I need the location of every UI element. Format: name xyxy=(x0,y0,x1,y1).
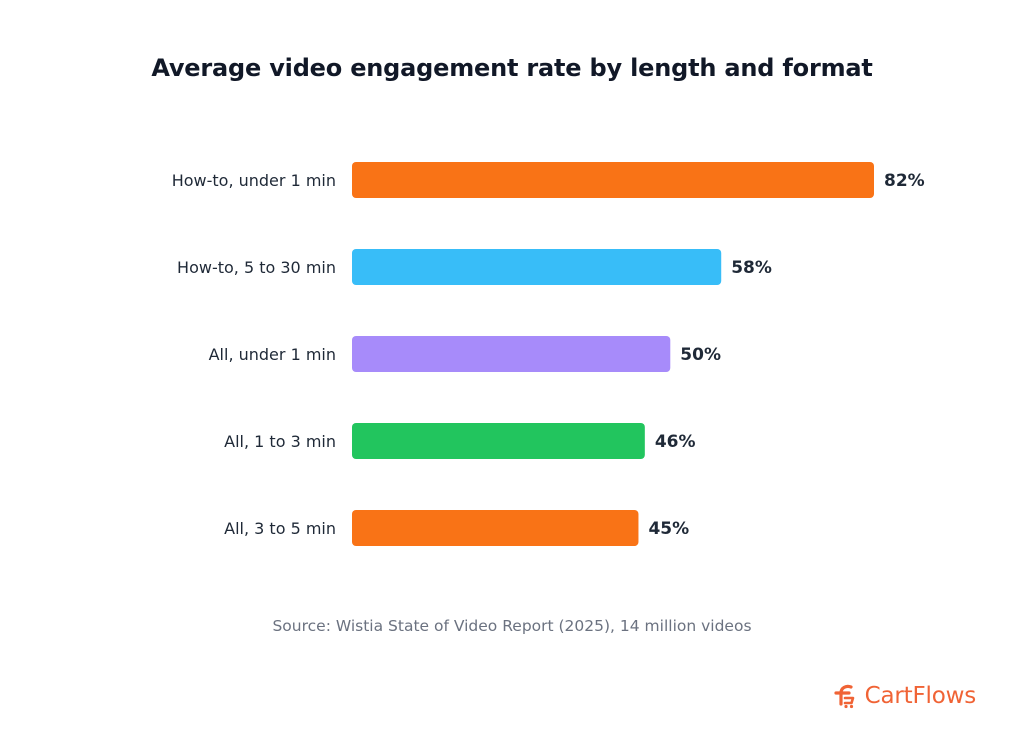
cartflows-logo-icon xyxy=(834,684,854,709)
category-label: All, 3 to 5 min xyxy=(224,519,336,538)
source-note: Source: Wistia State of Video Report (20… xyxy=(272,617,752,635)
value-label: 58% xyxy=(731,258,772,278)
category-label: All, under 1 min xyxy=(209,345,336,364)
brand-logo: CartFlows xyxy=(832,683,976,709)
chart-title: Average video engagement rate by length … xyxy=(151,54,873,82)
value-label: 82% xyxy=(884,171,925,191)
category-label: How-to, under 1 min xyxy=(172,171,336,190)
bar xyxy=(352,423,645,459)
category-label: All, 1 to 3 min xyxy=(224,432,336,451)
value-label: 45% xyxy=(648,519,689,539)
category-label: How-to, 5 to 30 min xyxy=(177,258,336,277)
bar xyxy=(352,249,722,285)
value-label: 50% xyxy=(680,345,721,365)
bar xyxy=(352,336,671,372)
bar xyxy=(352,162,874,198)
brand-name: CartFlows xyxy=(864,683,977,709)
bar xyxy=(352,510,639,546)
value-label: 46% xyxy=(655,432,696,452)
